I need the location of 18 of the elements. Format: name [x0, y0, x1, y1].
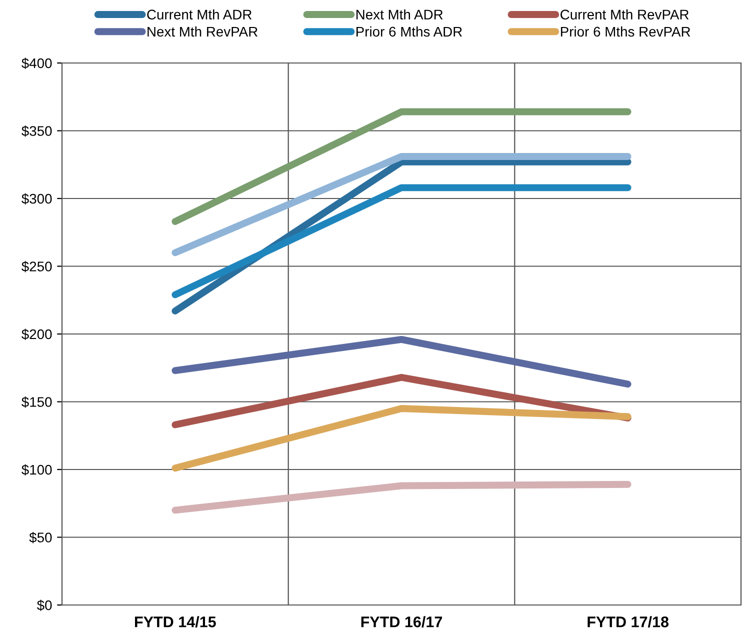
legend-label: Prior 6 Mths ADR — [356, 26, 462, 37]
y-tick-label: $250 — [22, 261, 52, 272]
y-tick-label: $0 — [36, 600, 52, 611]
y-tick-label: $100 — [22, 464, 52, 476]
y-tick-label: $400 — [22, 58, 52, 69]
legend-label: Current Mth RevPAR — [560, 9, 689, 20]
legend-label: Next Mth RevPAR — [148, 26, 258, 37]
legend-label: Next Mth ADR — [356, 9, 443, 20]
x-tick-label: FYTD 16/17 — [361, 616, 442, 628]
legend-label: Current Mth ADR — [147, 9, 252, 20]
y-tick-label: $50 — [29, 532, 52, 544]
y-tick-label: $150 — [22, 396, 52, 408]
legend-label: Prior 6 Mths RevPAR — [560, 26, 690, 37]
x-tick-label: FYTD 17/18 — [588, 616, 669, 628]
x-tick-label: FYTD 14/15 — [135, 616, 216, 628]
y-tick-label: $200 — [22, 328, 52, 340]
y-tick-label: $350 — [22, 126, 52, 137]
y-tick-label: $300 — [22, 193, 52, 204]
